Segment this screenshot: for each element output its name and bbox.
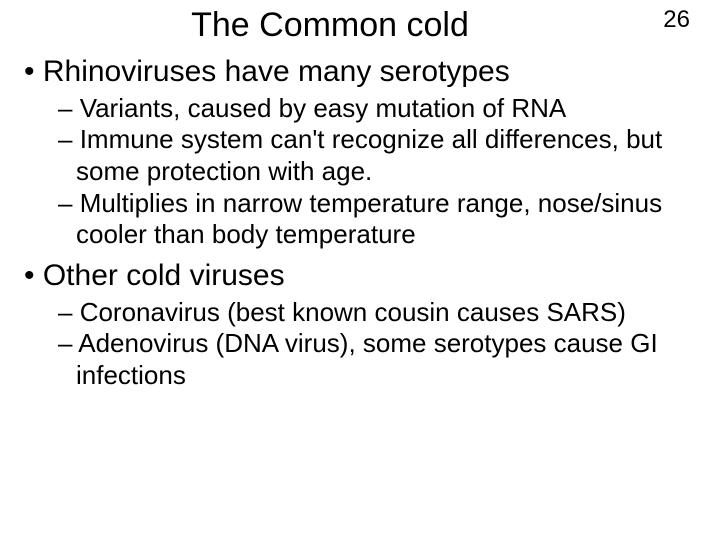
bullet-item: Other cold viruses Coronavirus (best kno… [24,257,696,392]
bullet-item: Rhinoviruses have many serotypes Variant… [24,53,696,251]
sub-bullet-item: Multiplies in narrow temperature range, … [58,188,696,251]
slide-content: Rhinoviruses have many serotypes Variant… [0,45,720,392]
slide-title: The Common cold [0,0,720,45]
bullet-list: Rhinoviruses have many serotypes Variant… [24,53,696,392]
slide: 26 The Common cold Rhinoviruses have man… [0,0,720,540]
sub-bullet-list: Coronavirus (best known cousin causes SA… [24,297,696,392]
sub-bullet-item: Coronavirus (best known cousin causes SA… [58,297,696,329]
sub-bullet-item: Immune system can't recognize all differ… [58,124,696,187]
bullet-text: Other cold viruses [43,259,285,292]
sub-bullet-list: Variants, caused by easy mutation of RNA… [24,93,696,252]
bullet-text: Rhinoviruses have many serotypes [43,55,510,88]
page-number: 26 [663,6,690,34]
sub-bullet-item: Variants, caused by easy mutation of RNA [58,93,696,125]
sub-bullet-item: Adenovirus (DNA virus), some serotypes c… [58,328,696,391]
